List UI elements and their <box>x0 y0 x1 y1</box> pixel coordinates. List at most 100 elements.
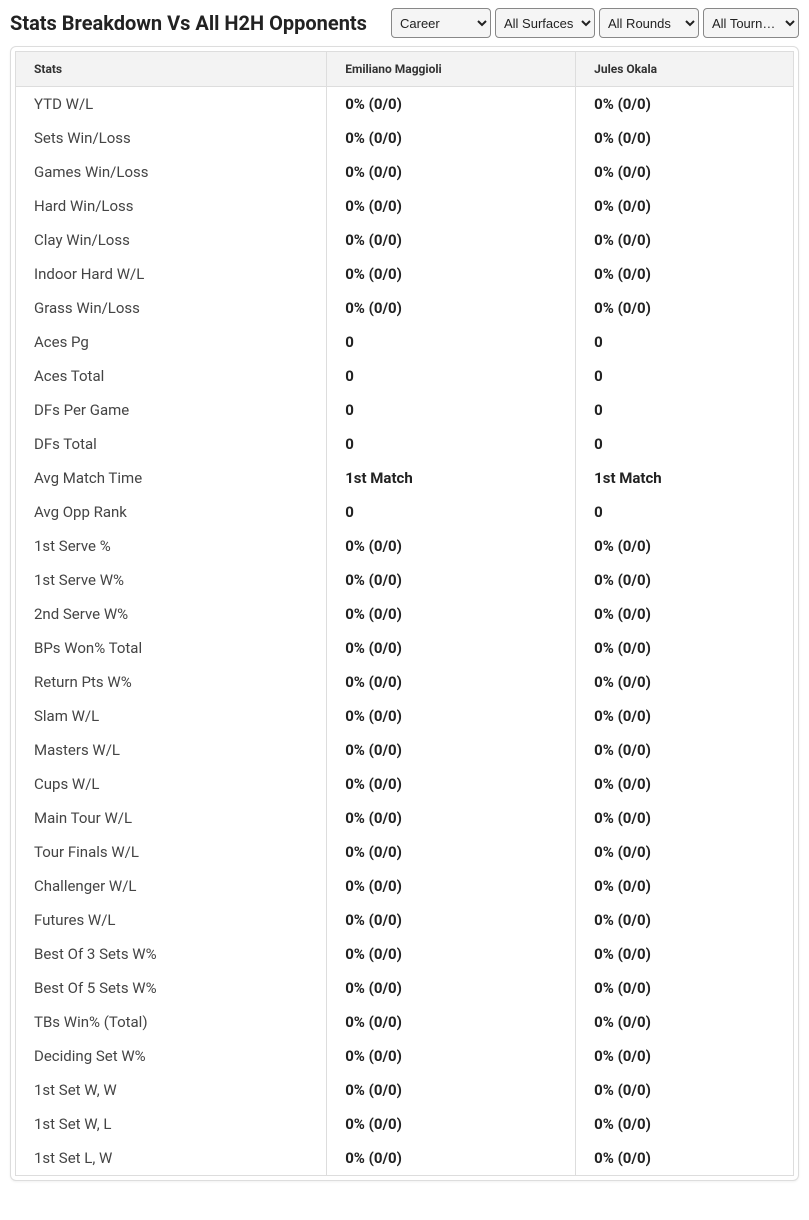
stat-value-player2: 0% (0/0) <box>576 1141 794 1176</box>
table-row: Indoor Hard W/L0% (0/0)0% (0/0) <box>16 257 794 291</box>
filter-tournament-select[interactable]: All Tourn… <box>703 8 799 38</box>
table-row: Cups W/L0% (0/0)0% (0/0) <box>16 767 794 801</box>
stat-value-player2: 0 <box>576 427 794 461</box>
filter-career-select[interactable]: Career <box>391 8 491 38</box>
stat-value-player1: 0% (0/0) <box>327 733 576 767</box>
stat-value-player2: 0% (0/0) <box>576 937 794 971</box>
stat-value-player1: 0 <box>327 325 576 359</box>
stat-value-player2: 0% (0/0) <box>576 563 794 597</box>
table-row: Aces Total00 <box>16 359 794 393</box>
table-row: DFs Total00 <box>16 427 794 461</box>
stat-value-player1: 0% (0/0) <box>327 1141 576 1176</box>
stat-label: 1st Serve % <box>16 529 327 563</box>
stat-label: 1st Set W, W <box>16 1073 327 1107</box>
table-row: DFs Per Game00 <box>16 393 794 427</box>
stat-value-player2: 0% (0/0) <box>576 903 794 937</box>
stat-label: Deciding Set W% <box>16 1039 327 1073</box>
stat-value-player1: 0% (0/0) <box>327 1107 576 1141</box>
stat-label: Aces Total <box>16 359 327 393</box>
filter-surface-select[interactable]: All Surfaces <box>495 8 595 38</box>
table-row: Return Pts W%0% (0/0)0% (0/0) <box>16 665 794 699</box>
stat-value-player1: 0% (0/0) <box>327 631 576 665</box>
stat-value-player1: 0 <box>327 495 576 529</box>
table-row: 1st Set W, W0% (0/0)0% (0/0) <box>16 1073 794 1107</box>
table-row: Tour Finals W/L0% (0/0)0% (0/0) <box>16 835 794 869</box>
stat-value-player1: 0 <box>327 359 576 393</box>
stat-label: DFs Total <box>16 427 327 461</box>
stat-value-player2: 0% (0/0) <box>576 121 794 155</box>
stat-value-player1: 0% (0/0) <box>327 1039 576 1073</box>
stat-value-player1: 0% (0/0) <box>327 563 576 597</box>
stat-value-player2: 0 <box>576 325 794 359</box>
table-row: Masters W/L0% (0/0)0% (0/0) <box>16 733 794 767</box>
stat-label: Avg Opp Rank <box>16 495 327 529</box>
table-row: Best Of 3 Sets W%0% (0/0)0% (0/0) <box>16 937 794 971</box>
table-row: BPs Won% Total0% (0/0)0% (0/0) <box>16 631 794 665</box>
stat-value-player2: 0% (0/0) <box>576 1073 794 1107</box>
stat-label: 1st Serve W% <box>16 563 327 597</box>
table-row: Main Tour W/L0% (0/0)0% (0/0) <box>16 801 794 835</box>
stat-label: 1st Set W, L <box>16 1107 327 1141</box>
table-row: Hard Win/Loss0% (0/0)0% (0/0) <box>16 189 794 223</box>
stat-value-player2: 0% (0/0) <box>576 291 794 325</box>
stat-label: Return Pts W% <box>16 665 327 699</box>
stat-value-player1: 0% (0/0) <box>327 189 576 223</box>
stat-value-player2: 0% (0/0) <box>576 189 794 223</box>
table-row: YTD W/L0% (0/0)0% (0/0) <box>16 87 794 122</box>
col-header-stats: Stats <box>16 52 327 87</box>
stat-value-player1: 0% (0/0) <box>327 1073 576 1107</box>
table-row: Slam W/L0% (0/0)0% (0/0) <box>16 699 794 733</box>
table-row: Grass Win/Loss0% (0/0)0% (0/0) <box>16 291 794 325</box>
table-row: 1st Set L, W0% (0/0)0% (0/0) <box>16 1141 794 1176</box>
stat-value-player1: 0% (0/0) <box>327 1005 576 1039</box>
stat-value-player2: 0% (0/0) <box>576 971 794 1005</box>
stat-value-player2: 0% (0/0) <box>576 835 794 869</box>
stat-label: Grass Win/Loss <box>16 291 327 325</box>
stat-label: BPs Won% Total <box>16 631 327 665</box>
stat-label: Aces Pg <box>16 325 327 359</box>
stat-value-player1: 0% (0/0) <box>327 529 576 563</box>
stat-label: Cups W/L <box>16 767 327 801</box>
table-row: Avg Opp Rank00 <box>16 495 794 529</box>
stat-value-player2: 0% (0/0) <box>576 631 794 665</box>
stats-table: Stats Emiliano Maggioli Jules Okala YTD … <box>15 51 794 1176</box>
col-header-player1: Emiliano Maggioli <box>327 52 576 87</box>
stats-card: Stats Emiliano Maggioli Jules Okala YTD … <box>10 46 799 1181</box>
stat-value-player2: 0% (0/0) <box>576 529 794 563</box>
stat-value-player2: 0% (0/0) <box>576 801 794 835</box>
stat-value-player2: 0% (0/0) <box>576 1107 794 1141</box>
stat-label: Best Of 5 Sets W% <box>16 971 327 1005</box>
stat-value-player1: 0% (0/0) <box>327 801 576 835</box>
table-row: Challenger W/L0% (0/0)0% (0/0) <box>16 869 794 903</box>
stat-value-player1: 0% (0/0) <box>327 699 576 733</box>
table-row: Games Win/Loss0% (0/0)0% (0/0) <box>16 155 794 189</box>
stat-value-player1: 0% (0/0) <box>327 155 576 189</box>
stat-value-player1: 0 <box>327 427 576 461</box>
stat-label: Hard Win/Loss <box>16 189 327 223</box>
stat-value-player2: 0% (0/0) <box>576 223 794 257</box>
table-row: 2nd Serve W%0% (0/0)0% (0/0) <box>16 597 794 631</box>
table-header-row: Stats Emiliano Maggioli Jules Okala <box>16 52 794 87</box>
stat-value-player1: 0% (0/0) <box>327 223 576 257</box>
stat-value-player1: 0% (0/0) <box>327 257 576 291</box>
table-row: 1st Serve %0% (0/0)0% (0/0) <box>16 529 794 563</box>
stat-label: DFs Per Game <box>16 393 327 427</box>
filter-round-select[interactable]: All Rounds <box>599 8 699 38</box>
stat-label: Games Win/Loss <box>16 155 327 189</box>
table-row: Best Of 5 Sets W%0% (0/0)0% (0/0) <box>16 971 794 1005</box>
table-row: Deciding Set W%0% (0/0)0% (0/0) <box>16 1039 794 1073</box>
stat-label: Masters W/L <box>16 733 327 767</box>
stat-label: Sets Win/Loss <box>16 121 327 155</box>
stat-value-player2: 0% (0/0) <box>576 733 794 767</box>
stat-value-player2: 0% (0/0) <box>576 869 794 903</box>
table-row: Avg Match Time1st Match1st Match <box>16 461 794 495</box>
stat-label: 1st Set L, W <box>16 1141 327 1176</box>
stat-value-player1: 0% (0/0) <box>327 767 576 801</box>
stat-value-player2: 0% (0/0) <box>576 665 794 699</box>
stat-value-player2: 0% (0/0) <box>576 699 794 733</box>
stat-value-player2: 0 <box>576 393 794 427</box>
page-header: Stats Breakdown Vs All H2H Opponents Car… <box>0 0 809 46</box>
stat-value-player1: 0% (0/0) <box>327 869 576 903</box>
stat-value-player2: 0% (0/0) <box>576 87 794 122</box>
stat-label: Best Of 3 Sets W% <box>16 937 327 971</box>
